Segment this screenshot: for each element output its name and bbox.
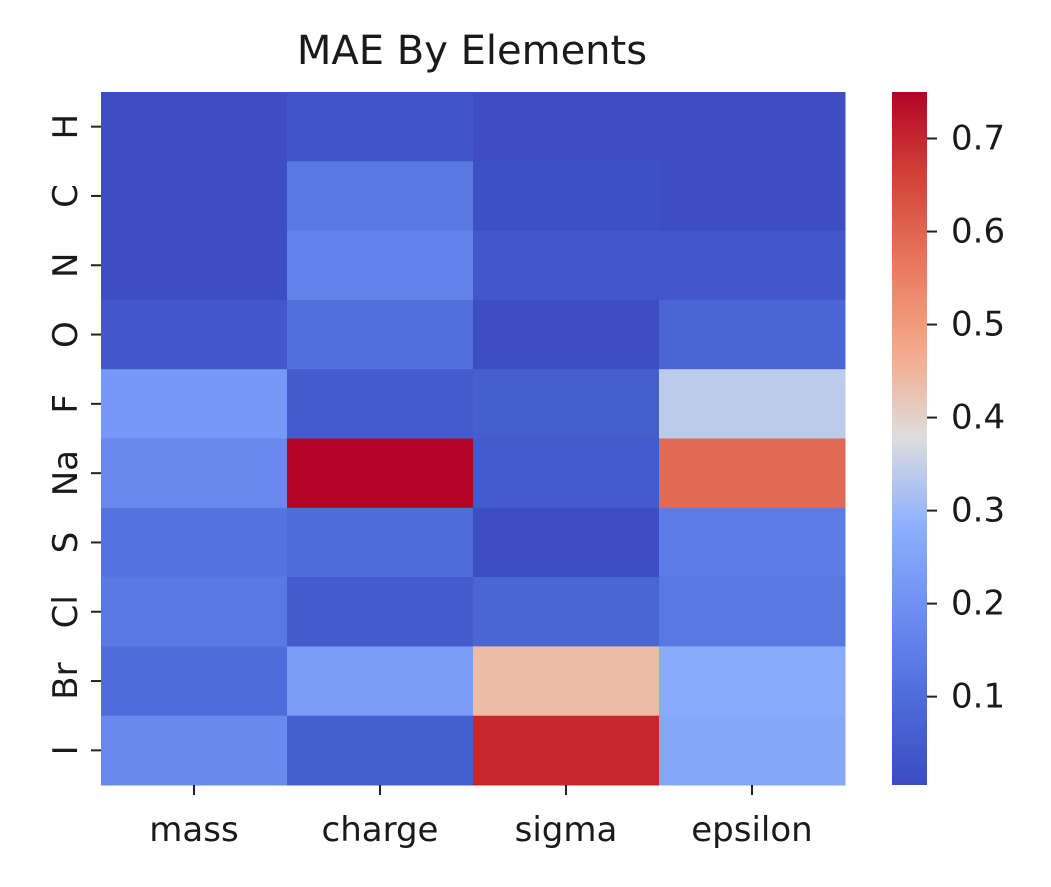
heatmap-cell <box>473 646 660 717</box>
heatmap-cell <box>287 438 474 509</box>
y-tick-label: C <box>46 184 86 208</box>
x-tick-label: charge <box>322 810 439 850</box>
heatmap-cell <box>473 161 660 232</box>
colorbar-tick-label: 0.6 <box>951 212 1005 252</box>
heatmap-cell <box>287 507 474 578</box>
y-tick-label: N <box>46 253 86 278</box>
heatmap-cell <box>101 230 288 301</box>
heatmap-cell <box>101 299 288 370</box>
heatmap-cell <box>287 161 474 232</box>
heatmap-cell <box>101 577 288 647</box>
heatmap-cell <box>659 715 846 786</box>
x-axis: mass charge sigma epsilon <box>149 785 813 850</box>
heatmap-cell <box>287 299 474 370</box>
heatmap-cell <box>473 715 660 786</box>
heatmap-cell <box>473 299 660 370</box>
x-tick-label: sigma <box>515 810 618 850</box>
heatmap-cell <box>659 646 846 717</box>
x-tick-label: mass <box>149 810 238 850</box>
heatmap-cell <box>659 438 846 509</box>
heatmap-cell <box>659 161 846 232</box>
heatmap-cell <box>101 369 288 439</box>
heatmap-cell <box>659 92 846 162</box>
y-tick-label: I <box>46 745 86 755</box>
y-tick-label: S <box>46 532 86 554</box>
y-tick-label: Br <box>46 662 86 699</box>
colorbar-tick-label: 0.1 <box>951 677 1005 717</box>
heatmap-cell <box>473 507 660 578</box>
heatmap-cell <box>659 369 846 439</box>
colorbar: 0.1 0.2 0.3 0.4 0.5 0.6 0.7 <box>892 92 1005 785</box>
heatmap-cell <box>473 92 660 162</box>
heatmap-cell <box>287 646 474 717</box>
heatmap-cell <box>101 507 288 578</box>
y-axis: H C N O F Na S Cl Br I <box>46 114 101 755</box>
heatmap-cell <box>287 92 474 162</box>
colorbar-tick-label: 0.2 <box>951 584 1005 624</box>
heatmap-cell <box>659 507 846 578</box>
heatmap-cell <box>101 161 288 232</box>
heatmap-cell <box>473 577 660 647</box>
heatmap-cell <box>659 230 846 301</box>
heatmap-cell <box>287 369 474 439</box>
colorbar-tick-label: 0.4 <box>951 398 1005 438</box>
heatmap-cell <box>101 646 288 717</box>
heatmap-cell <box>101 92 288 162</box>
heatmap-cell <box>473 438 660 509</box>
y-tick-label: Cl <box>46 595 86 628</box>
heatmap-cells <box>101 92 846 786</box>
heatmap-cell <box>287 230 474 301</box>
colorbar-gradient <box>892 92 927 785</box>
heatmap-cell <box>101 438 288 509</box>
heatmap-cell <box>287 577 474 647</box>
colorbar-tick-label: 0.5 <box>951 305 1005 345</box>
chart-title: MAE By Elements <box>297 28 647 74</box>
y-tick-label: H <box>46 114 86 140</box>
heatmap-cell <box>473 230 660 301</box>
x-tick-label: epsilon <box>691 810 812 850</box>
heatmap-cell <box>659 577 846 647</box>
y-tick-label: O <box>46 321 86 348</box>
heatmap-cell <box>473 369 660 439</box>
colorbar-tick-label: 0.7 <box>951 119 1005 159</box>
colorbar-tick-label: 0.3 <box>951 491 1005 531</box>
heatmap-cell <box>101 715 288 786</box>
heatmap-cell <box>287 715 474 786</box>
y-tick-label: Na <box>46 450 86 496</box>
heatmap-cell <box>659 299 846 370</box>
y-tick-label: F <box>46 394 86 414</box>
